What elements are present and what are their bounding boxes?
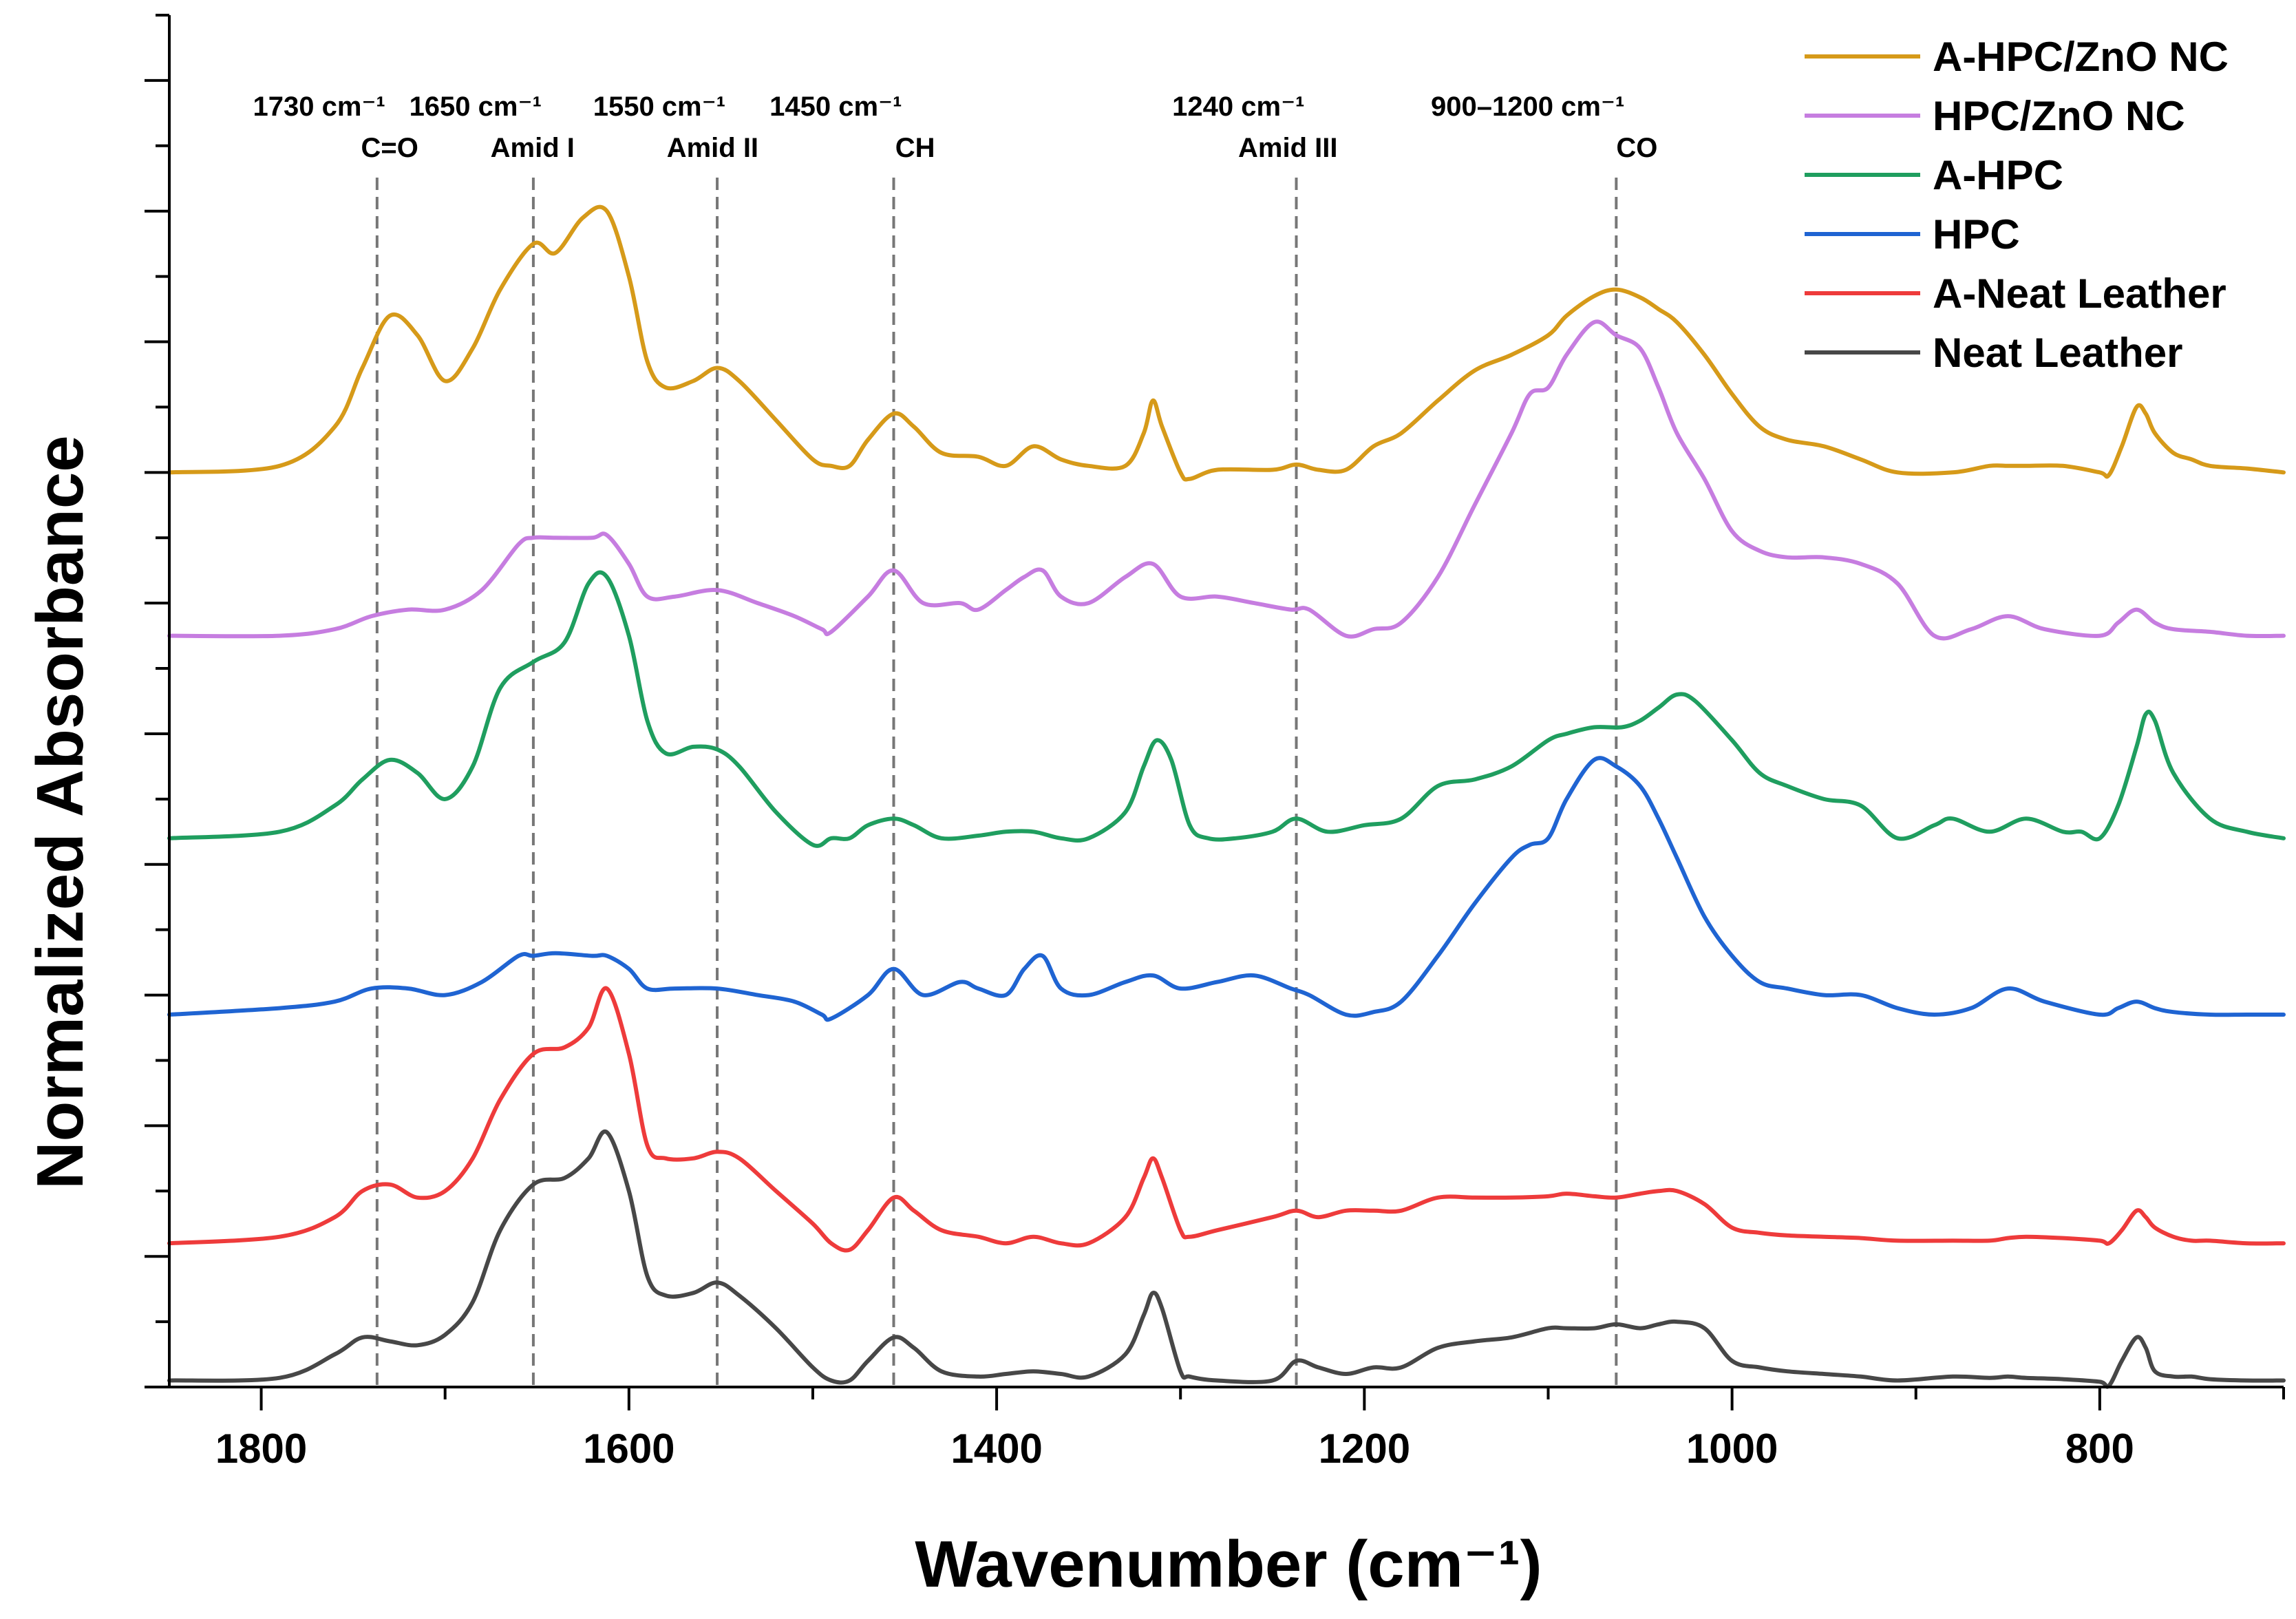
series-line-a-neat-leather: [167, 986, 2286, 1253]
spectra-series: [167, 204, 2286, 1389]
band-marker-assignment: Amid II: [667, 133, 758, 163]
band-marker-assignment: C=O: [361, 133, 418, 163]
legend-label: A-HPC: [1933, 152, 2063, 198]
band-marker-assignment: CH: [895, 133, 935, 163]
legend-label: Neat Leather: [1933, 330, 2182, 376]
legend-label: HPC/ZnO NC: [1933, 93, 2185, 139]
x-tick-label: 1200: [1319, 1426, 1410, 1472]
x-tick-label: 1400: [950, 1426, 1042, 1472]
band-marker-assignment: Amid III: [1238, 133, 1337, 163]
x-tick-label: 1000: [1686, 1426, 1778, 1472]
band-marker-wavenumber: 1450 cm⁻¹: [769, 92, 902, 122]
band-marker-wavenumber: 1550 cm⁻¹: [593, 92, 725, 122]
series-line-hpc: [167, 756, 2286, 1022]
band-marker-wavenumber: 900–1200 cm⁻¹: [1431, 92, 1624, 122]
series-line-a-hpc-zno-nc: [167, 204, 2286, 482]
x-tick-label: 800: [2065, 1426, 2134, 1472]
x-tick-label: 1800: [215, 1426, 307, 1472]
x-tick-label: 1600: [583, 1426, 674, 1472]
band-marker-assignment: CO: [1616, 133, 1657, 163]
band-marker-wavenumber: 1240 cm⁻¹: [1172, 92, 1304, 122]
series-line-neat-leather: [167, 1129, 2286, 1389]
legend-label: HPC: [1933, 211, 2020, 257]
series-line-hpc-zno-nc: [167, 319, 2286, 641]
band-marker-assignment: Amid I: [491, 133, 575, 163]
y-axis-title: Normalized Absorbance: [23, 435, 97, 1189]
legend-label: A-HPC/ZnO NC: [1933, 34, 2229, 80]
x-axis-title: Wavenumber (cm⁻¹): [915, 1527, 1542, 1601]
band-marker-wavenumber: 1650 cm⁻¹: [410, 92, 542, 122]
band-marker-wavenumber: 1730 cm⁻¹: [253, 92, 385, 122]
series-line-a-hpc: [167, 570, 2286, 848]
axes: 1800 1600 1400 1200 1000 800: [145, 14, 2285, 1472]
legend-label: A-Neat Leather: [1933, 271, 2226, 317]
band-annotations: 1730 cm⁻¹ C=O 1650 cm⁻¹ Amid I 1550 cm⁻¹ Amid…: [253, 92, 1657, 1387]
legend: A-HPC/ZnO NC HPC/ZnO NC A-HPC HPC A-Neat Lea…: [1805, 34, 2229, 376]
